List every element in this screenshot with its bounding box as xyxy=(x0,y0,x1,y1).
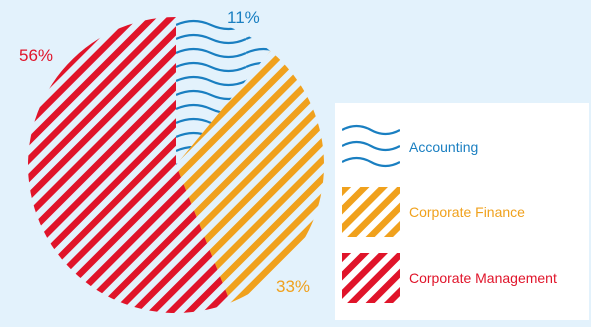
legend-swatch-corporate-management xyxy=(342,253,400,303)
legend-label-corporate-management: Corporate Management xyxy=(409,270,557,286)
legend-swatch-accounting xyxy=(342,124,400,168)
pie-slice-corporate-finance xyxy=(176,50,325,303)
legend-label-accounting: Accounting xyxy=(409,139,479,155)
pie-slice-accounting xyxy=(176,17,271,165)
pie-chart xyxy=(28,17,325,313)
pie-slices xyxy=(28,17,325,313)
legend-item-corporate-management: Corporate Management xyxy=(342,253,587,303)
legend-item-corporate-finance: Corporate Finance xyxy=(342,187,587,237)
slice-label-accounting: 11% xyxy=(227,8,260,27)
legend-item-accounting: Accounting xyxy=(342,122,587,172)
legend-label-corporate-finance: Corporate Finance xyxy=(409,204,525,220)
pie-slice-corporate-management xyxy=(28,17,231,313)
legend-swatch-corporate-finance xyxy=(342,187,400,237)
legend: Accounting Corporate Finance Corporate M… xyxy=(335,103,589,320)
slice-label-corporate-management: 56% xyxy=(19,46,54,65)
slice-label-corporate-finance: 33% xyxy=(276,277,311,296)
